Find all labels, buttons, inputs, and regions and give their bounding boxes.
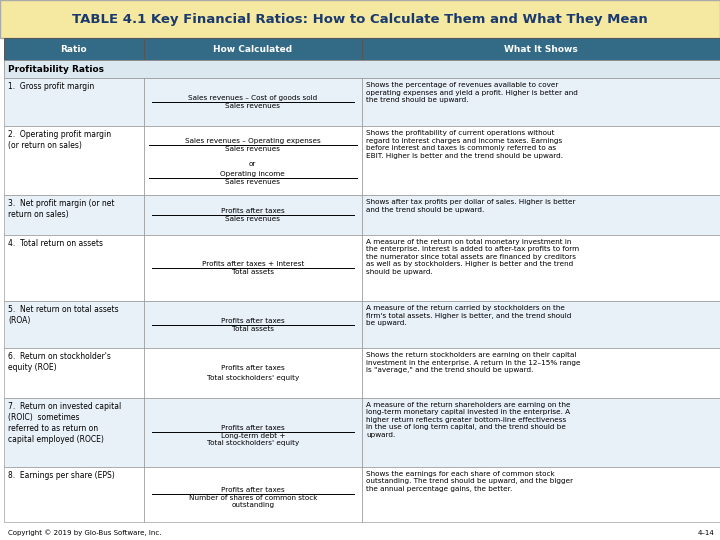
Text: A measure of the return shareholders are earning on the
long-term monetary capit: A measure of the return shareholders are… — [366, 402, 570, 438]
Text: 7.  Return on invested capital
(ROIC)  sometimes
referred to as return on
capita: 7. Return on invested capital (ROIC) som… — [8, 402, 121, 444]
Bar — [4, 398, 143, 467]
Text: Total assets: Total assets — [232, 326, 274, 332]
Text: Profits after taxes: Profits after taxes — [221, 365, 284, 371]
Text: Profitability Ratios: Profitability Ratios — [8, 64, 104, 73]
Bar — [4, 78, 143, 126]
Text: Ratio: Ratio — [60, 44, 87, 53]
Text: 3.  Net profit margin (or net
return on sales): 3. Net profit margin (or net return on s… — [8, 199, 114, 219]
Text: Shows the return stockholders are earning on their capital
investment in the ent: Shows the return stockholders are earnin… — [366, 352, 580, 373]
Bar — [143, 398, 362, 467]
Text: Profits after taxes: Profits after taxes — [221, 426, 284, 431]
Text: 4–14: 4–14 — [697, 530, 714, 536]
Text: TABLE 4.1 Key Financial Ratios: How to Calculate Them and What They Mean: TABLE 4.1 Key Financial Ratios: How to C… — [72, 12, 648, 25]
Text: How Calculated: How Calculated — [213, 44, 292, 53]
Bar — [4, 60, 720, 78]
Text: Sales revenues: Sales revenues — [225, 103, 280, 109]
Text: 4.  Total return on assets: 4. Total return on assets — [8, 239, 103, 248]
Bar — [143, 301, 362, 348]
Bar — [4, 38, 143, 60]
Bar — [362, 301, 720, 348]
Text: Profits after taxes + Interest: Profits after taxes + Interest — [202, 261, 304, 267]
Bar — [362, 78, 720, 126]
Text: Operating income: Operating income — [220, 171, 285, 177]
Bar — [4, 348, 143, 398]
Bar — [143, 348, 362, 398]
Text: Profits after taxes: Profits after taxes — [221, 318, 284, 323]
Text: Sales revenues: Sales revenues — [225, 216, 280, 222]
Text: 1.  Gross profit margin: 1. Gross profit margin — [8, 82, 94, 91]
Bar — [143, 126, 362, 195]
Text: Sales revenues – Operating expenses: Sales revenues – Operating expenses — [185, 138, 320, 144]
Text: or: or — [249, 161, 256, 167]
Text: A measure of the return carried by stockholders on the
firm's total assets. High: A measure of the return carried by stock… — [366, 305, 572, 326]
Bar — [4, 195, 143, 235]
Bar — [362, 126, 720, 195]
Text: Copyright © 2019 by Glo-Bus Software, Inc.: Copyright © 2019 by Glo-Bus Software, In… — [8, 529, 161, 536]
Bar — [362, 348, 720, 398]
Text: Shows the profitability of current operations without
regard to interest charges: Shows the profitability of current opera… — [366, 130, 563, 159]
Text: Shows after tax profits per dollar of sales. Higher is better
and the trend shou: Shows after tax profits per dollar of sa… — [366, 199, 575, 213]
Text: Total stockholders' equity: Total stockholders' equity — [207, 375, 299, 381]
Bar — [4, 126, 143, 195]
Text: A measure of the return on total monetary investment in
the enterprise. Interest: A measure of the return on total monetar… — [366, 239, 579, 275]
Bar — [143, 195, 362, 235]
Bar — [4, 301, 143, 348]
Text: Total assets: Total assets — [232, 269, 274, 275]
Text: Number of shares of common stock
outstanding: Number of shares of common stock outstan… — [189, 495, 317, 508]
Bar — [362, 38, 720, 60]
Text: Shows the percentage of revenues available to cover
operating expenses and yield: Shows the percentage of revenues availab… — [366, 82, 578, 103]
Bar — [362, 195, 720, 235]
Text: Profits after taxes: Profits after taxes — [221, 488, 284, 494]
Text: Profits after taxes: Profits after taxes — [221, 208, 284, 214]
Text: Shows the earnings for each share of common stock
outstanding. The trend should : Shows the earnings for each share of com… — [366, 471, 573, 492]
Bar — [143, 235, 362, 301]
Text: 2.  Operating profit margin
(or return on sales): 2. Operating profit margin (or return on… — [8, 130, 111, 150]
Bar — [143, 467, 362, 522]
Bar — [362, 398, 720, 467]
Text: 6.  Return on stockholder's
equity (ROE): 6. Return on stockholder's equity (ROE) — [8, 352, 111, 372]
Bar — [143, 38, 362, 60]
Text: Sales revenues – Cost of goods sold: Sales revenues – Cost of goods sold — [188, 95, 318, 101]
Bar — [362, 235, 720, 301]
Bar — [362, 467, 720, 522]
Bar — [4, 467, 143, 522]
Bar — [143, 78, 362, 126]
Text: 5.  Net return on total assets
(ROA): 5. Net return on total assets (ROA) — [8, 305, 119, 325]
Bar — [4, 235, 143, 301]
Bar — [0, 0, 720, 38]
Text: Sales revenues: Sales revenues — [225, 179, 280, 185]
Text: Sales revenues: Sales revenues — [225, 146, 280, 152]
Text: What It Shows: What It Shows — [504, 44, 578, 53]
Text: Long-term debt +
Total stockholders' equity: Long-term debt + Total stockholders' equ… — [207, 433, 299, 446]
Text: 8.  Earnings per share (EPS): 8. Earnings per share (EPS) — [8, 471, 114, 480]
